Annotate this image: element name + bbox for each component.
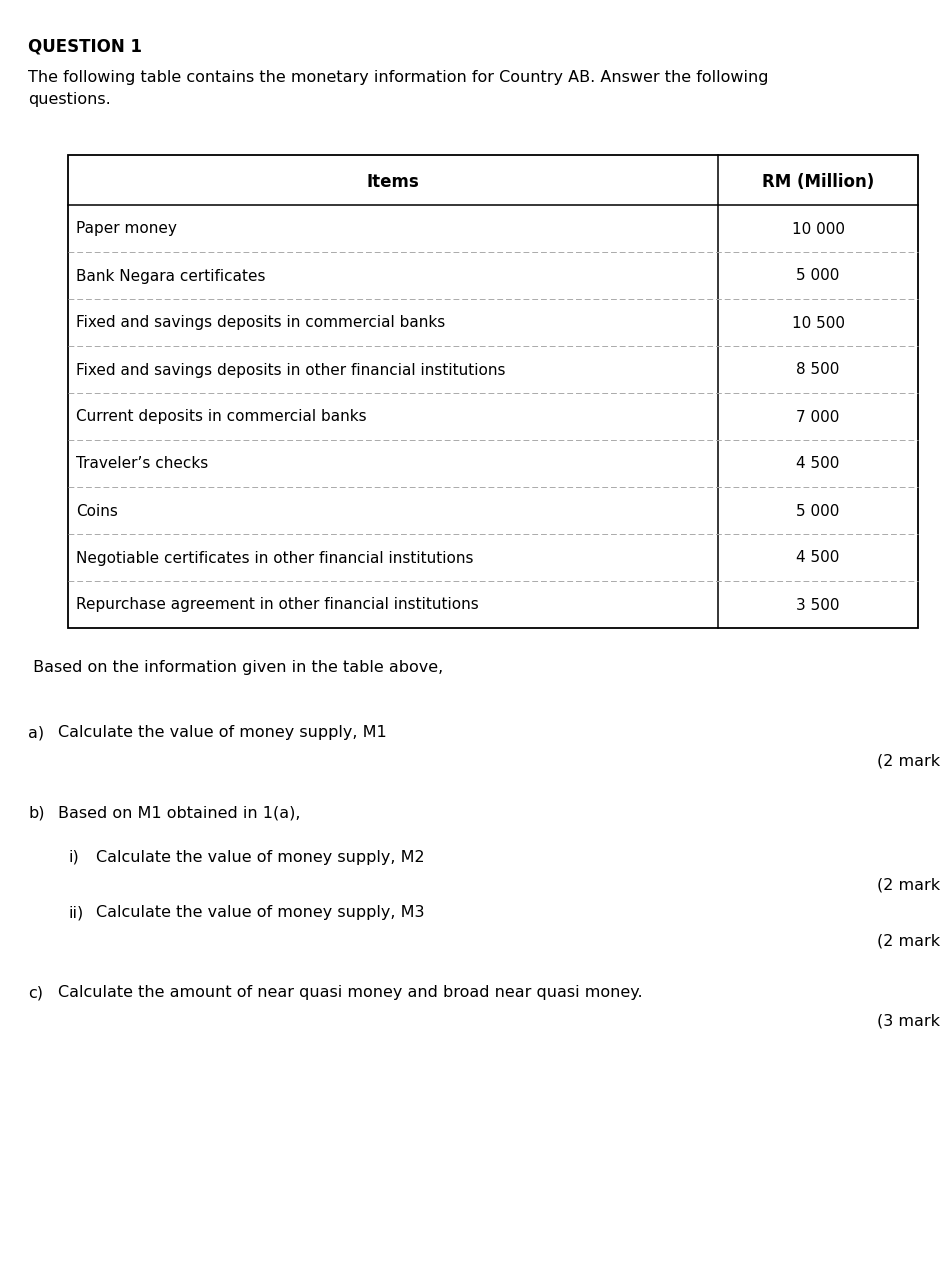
Text: a): a) — [28, 726, 44, 740]
Text: 5 000: 5 000 — [796, 269, 839, 284]
Text: c): c) — [28, 985, 43, 1001]
Text: Repurchase agreement in other financial institutions: Repurchase agreement in other financial … — [76, 597, 479, 612]
Text: Based on the information given in the table above,: Based on the information given in the ta… — [28, 659, 443, 675]
Text: RM (Million): RM (Million) — [761, 173, 873, 191]
Text: (2 mark: (2 mark — [876, 878, 939, 892]
Text: ii): ii) — [68, 905, 83, 920]
Text: Negotiable certificates in other financial institutions: Negotiable certificates in other financi… — [76, 550, 473, 565]
Bar — [68, 155, 917, 628]
Text: (2 mark: (2 mark — [876, 933, 939, 948]
Text: (3 mark: (3 mark — [876, 1013, 939, 1029]
Text: Calculate the value of money supply, M2: Calculate the value of money supply, M2 — [96, 850, 424, 864]
Text: The following table contains the monetary information for Country AB. Answer the: The following table contains the monetar… — [28, 70, 767, 85]
Text: Paper money: Paper money — [76, 222, 177, 237]
Text: Calculate the amount of near quasi money and broad near quasi money.: Calculate the amount of near quasi money… — [58, 985, 642, 1001]
Text: 4 500: 4 500 — [796, 457, 839, 471]
Text: Traveler’s checks: Traveler’s checks — [76, 457, 208, 471]
Text: (2 mark: (2 mark — [876, 754, 939, 768]
Text: 10 500: 10 500 — [791, 316, 844, 331]
Text: Fixed and savings deposits in other financial institutions: Fixed and savings deposits in other fina… — [76, 363, 505, 378]
Text: Based on M1 obtained in 1(a),: Based on M1 obtained in 1(a), — [58, 805, 300, 820]
Text: Current deposits in commercial banks: Current deposits in commercial banks — [76, 410, 366, 424]
Text: Items: Items — [366, 173, 419, 191]
Text: 7 000: 7 000 — [796, 410, 839, 424]
Text: Fixed and savings deposits in commercial banks: Fixed and savings deposits in commercial… — [76, 316, 445, 331]
Text: questions.: questions. — [28, 92, 110, 107]
Text: Calculate the value of money supply, M1: Calculate the value of money supply, M1 — [58, 726, 386, 740]
Text: 5 000: 5 000 — [796, 504, 839, 518]
Text: 3 500: 3 500 — [796, 597, 839, 612]
Text: 10 000: 10 000 — [791, 222, 844, 237]
Text: i): i) — [68, 850, 78, 864]
Text: Coins: Coins — [76, 504, 118, 518]
Text: b): b) — [28, 805, 44, 820]
Text: Calculate the value of money supply, M3: Calculate the value of money supply, M3 — [96, 905, 424, 920]
Text: 8 500: 8 500 — [796, 363, 839, 378]
Text: 4 500: 4 500 — [796, 550, 839, 565]
Text: Bank Negara certificates: Bank Negara certificates — [76, 269, 265, 284]
Text: QUESTION 1: QUESTION 1 — [28, 38, 142, 56]
